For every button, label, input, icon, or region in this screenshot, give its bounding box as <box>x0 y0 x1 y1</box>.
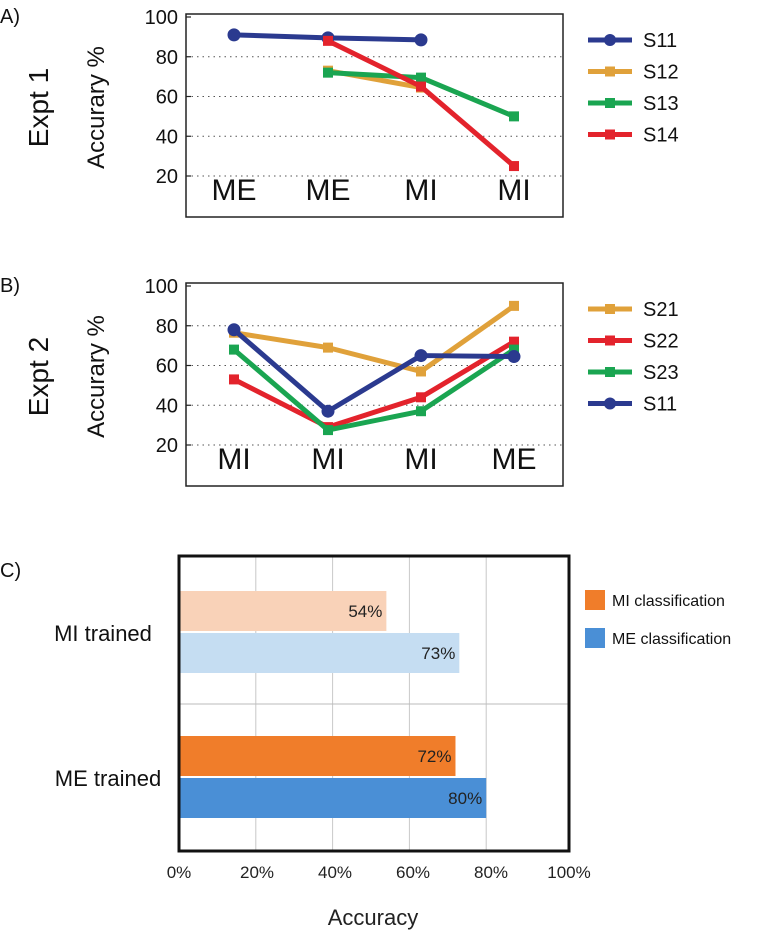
legend-marker <box>605 335 615 346</box>
x-tick-label: 40% <box>318 863 352 882</box>
series-line-s21 <box>233 303 516 374</box>
data-point <box>323 425 333 436</box>
y-tick-label: 100 <box>145 7 178 29</box>
legend-label: S11 <box>643 394 677 416</box>
y-tick-label: 60 <box>156 87 178 109</box>
y-tick-label: 40 <box>156 126 178 148</box>
x-category-label: ME <box>212 174 257 207</box>
panel-label: B) <box>0 275 20 297</box>
bar-value-label: 73% <box>421 644 455 663</box>
legend-label: S22 <box>643 331 679 353</box>
legend-marker <box>605 367 615 377</box>
series-line-s22 <box>232 339 516 430</box>
data-point <box>229 374 239 385</box>
panel-label: C) <box>0 560 21 582</box>
series-line-s11 <box>232 327 515 414</box>
x-category-label: MI <box>404 174 437 207</box>
data-point <box>416 81 426 92</box>
chart-panel-a: 20 40 60 80 100 ME ME MI MI Accurary % Expt 1 A) S11… <box>0 6 679 218</box>
x-tick-label: 60% <box>396 863 430 882</box>
legend-marker <box>604 34 616 46</box>
data-point <box>229 344 239 355</box>
x-tick-label: 100% <box>547 863 590 882</box>
category-label: ME trained <box>55 766 161 791</box>
legend-marker <box>605 98 615 108</box>
legend-label: S21 <box>643 299 679 321</box>
data-point <box>323 67 333 78</box>
bar-mi-classification <box>180 736 456 776</box>
bar-value-label: 72% <box>417 747 451 766</box>
legend-marker <box>605 129 615 140</box>
y-axis-label: Accurary % <box>83 46 110 169</box>
data-point <box>227 323 241 337</box>
data-point <box>323 342 333 353</box>
data-point <box>509 111 519 122</box>
data-point <box>509 161 519 172</box>
data-point <box>323 35 333 46</box>
series-line-s23 <box>232 347 516 433</box>
y-tick-label: 100 <box>145 276 178 298</box>
category-label: MI trained <box>54 621 152 646</box>
legend-label: ME classification <box>612 631 731 648</box>
data-point <box>509 300 519 311</box>
chart-panel-c: C) 54% 73% 72% 80% MI trained ME trained 0% 20% 4… <box>0 554 731 930</box>
bar-value-label: 80% <box>448 789 482 808</box>
x-category-label: MI <box>311 443 344 476</box>
y-tick-label: 80 <box>156 316 178 338</box>
legend-label: S12 <box>643 62 679 84</box>
x-category-label: MI <box>404 443 437 476</box>
x-category-label: ME <box>492 443 537 476</box>
legend-label: S23 <box>643 362 679 384</box>
panel-label: A) <box>0 6 20 28</box>
x-axis-label: Accuracy <box>328 905 418 930</box>
y-tick-label: 80 <box>156 47 178 69</box>
bar-value-label: 54% <box>348 602 382 621</box>
data-point <box>227 28 241 42</box>
data-point <box>416 392 426 403</box>
legend-marker <box>605 304 615 314</box>
legend-swatch <box>585 628 605 648</box>
x-tick-label: 20% <box>240 863 274 882</box>
data-point <box>414 33 428 47</box>
data-point <box>509 344 519 355</box>
data-point <box>507 350 521 364</box>
bar-mi-classification <box>180 591 387 631</box>
row-label: Expt 1 <box>23 68 54 147</box>
plot-frame <box>185 13 564 218</box>
chart-panel-b: 20 40 60 80 100 MI MI MI ME Accurary % Expt 2 B) S21… <box>0 275 679 487</box>
bar-me-classification <box>180 778 487 818</box>
y-axis-label: Accurary % <box>83 315 110 438</box>
data-point <box>416 366 426 377</box>
y-tick-label: 20 <box>156 435 178 457</box>
plot-frame <box>185 282 564 487</box>
y-tick-label: 40 <box>156 395 178 417</box>
data-point <box>509 336 519 347</box>
bar-me-classification <box>180 633 460 673</box>
legend-label: S14 <box>643 125 679 147</box>
data-point <box>416 406 426 417</box>
data-point <box>416 72 426 83</box>
x-tick-label: 80% <box>474 863 508 882</box>
x-category-label: MI <box>497 174 530 207</box>
legend-marker <box>604 397 616 410</box>
row-label: Expt 2 <box>23 337 54 416</box>
data-point <box>414 349 428 363</box>
data-point <box>321 404 335 418</box>
y-tick-label: 60 <box>156 356 178 378</box>
legend-label: S13 <box>643 93 679 115</box>
legend-marker <box>605 66 615 77</box>
x-tick-label: 0% <box>167 863 192 882</box>
x-category-label: ME <box>306 174 351 207</box>
plot-frame <box>177 554 571 853</box>
legend-swatch <box>585 590 605 610</box>
legend-label: S11 <box>643 30 677 52</box>
legend-label: MI classification <box>612 593 725 610</box>
x-category-label: MI <box>217 443 250 476</box>
y-tick-label: 20 <box>156 166 178 188</box>
